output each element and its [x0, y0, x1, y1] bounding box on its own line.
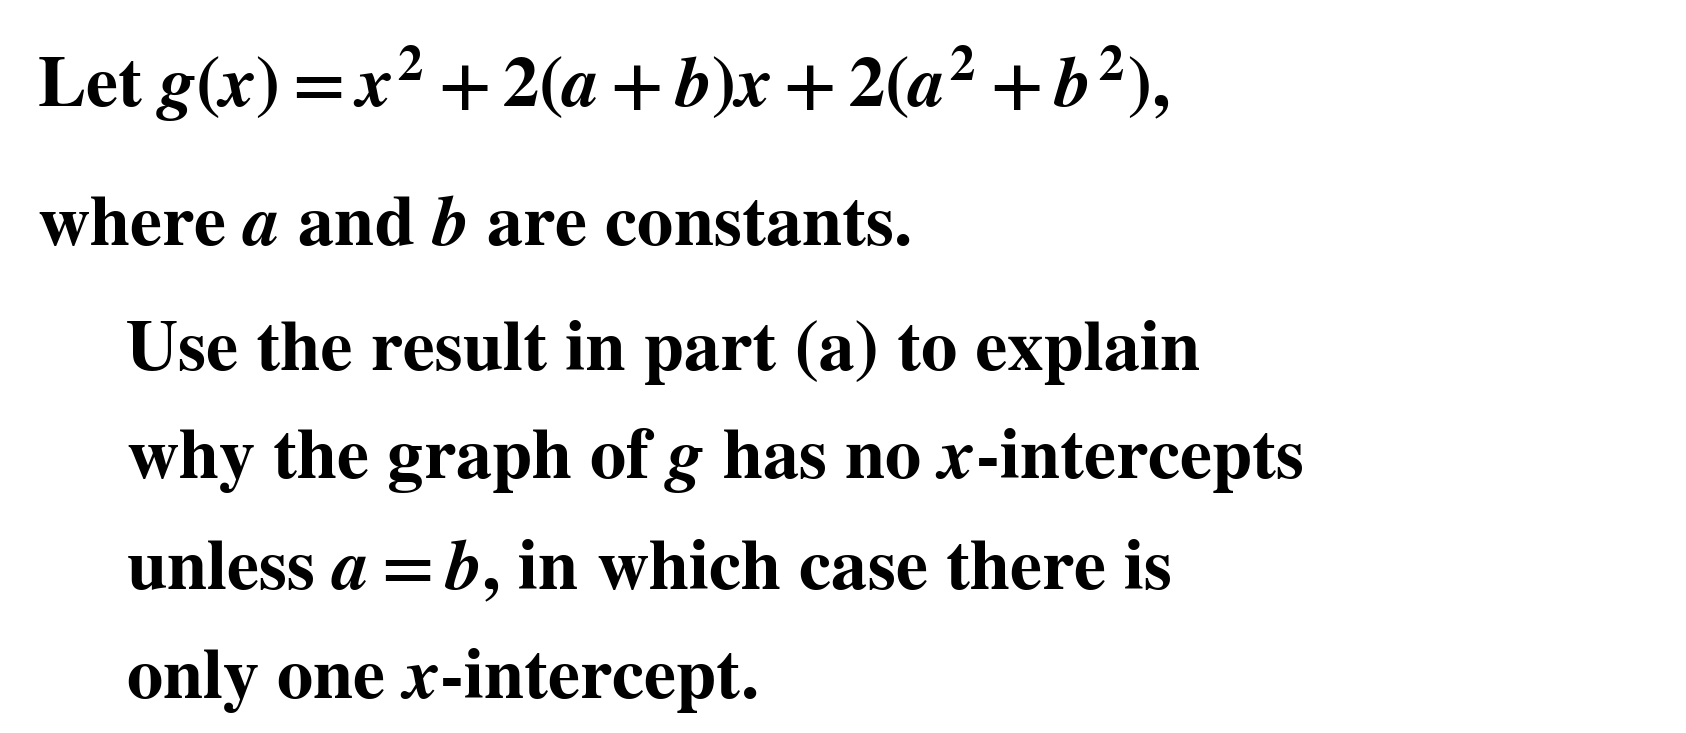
Text: Let $g(x) = x^2 + 2(a + b)x + 2(a^2 + b^2),$: Let $g(x) = x^2 + 2(a + b)x + 2(a^2 + b^… [37, 43, 1170, 125]
Text: where $a$ and $b$ are constants.: where $a$ and $b$ are constants. [37, 196, 910, 260]
Text: only one $x$-intercept.: only one $x$-intercept. [126, 646, 757, 715]
Text: why the graph of $g$ has no $x$-intercepts: why the graph of $g$ has no $x$-intercep… [126, 426, 1305, 495]
Text: Use the result in part (a) to explain: Use the result in part (a) to explain [126, 320, 1200, 385]
Text: unless $a = b$, in which case there is: unless $a = b$, in which case there is [126, 539, 1172, 605]
